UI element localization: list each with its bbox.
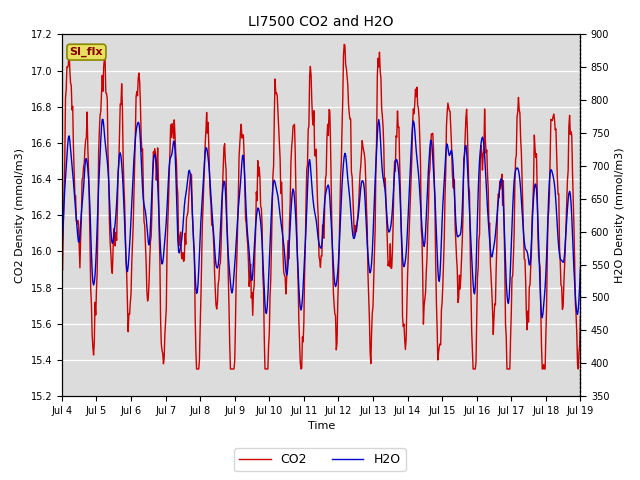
Text: SI_flx: SI_flx: [70, 47, 103, 57]
Legend: CO2, H2O: CO2, H2O: [234, 448, 406, 471]
Line: CO2: CO2: [62, 44, 580, 369]
Y-axis label: H2O Density (mmol/m3): H2O Density (mmol/m3): [615, 147, 625, 283]
Title: LI7500 CO2 and H2O: LI7500 CO2 and H2O: [248, 15, 394, 29]
Y-axis label: CO2 Density (mmol/m3): CO2 Density (mmol/m3): [15, 148, 25, 283]
Line: H2O: H2O: [62, 120, 580, 318]
X-axis label: Time: Time: [308, 421, 335, 432]
